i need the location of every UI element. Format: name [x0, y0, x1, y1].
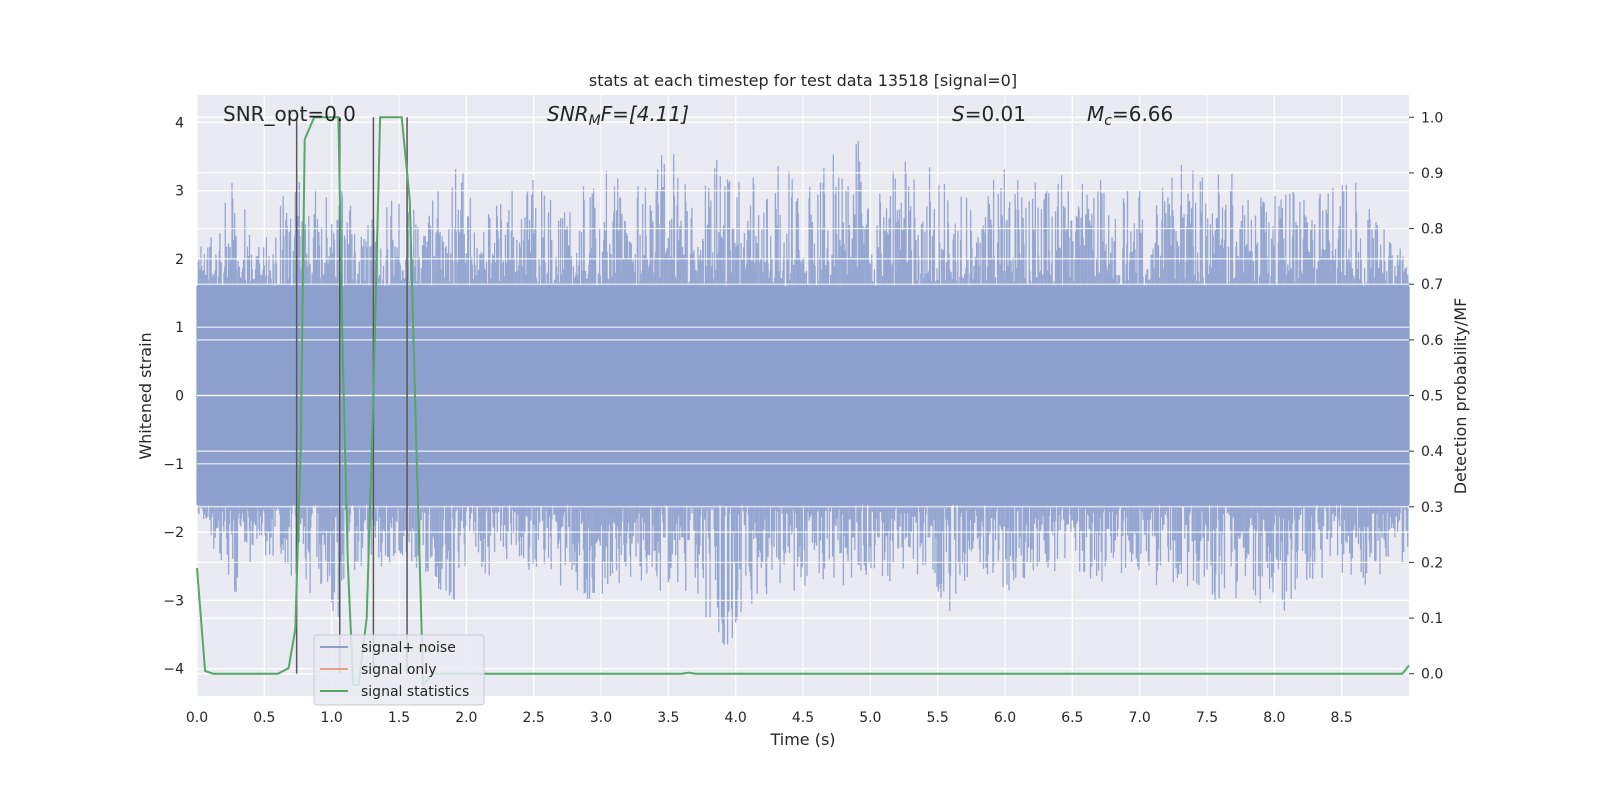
annotation-mc: Mc=6.66: [1087, 102, 1173, 129]
annotation-snr-mf: SNRMF=[4.11]: [547, 102, 689, 129]
y-tick-label-left: −4: [163, 662, 184, 678]
y-tick-label-left: 3: [175, 184, 184, 200]
legend-label-signal-noise: signal+ noise: [361, 640, 456, 656]
s-italic: S: [952, 102, 965, 126]
y-tick-label-right: 0.0: [1421, 667, 1443, 683]
mc-value: =6.66: [1112, 102, 1173, 126]
x-tick-label: 7.5: [1196, 710, 1218, 726]
x-tick-label: 3.0: [590, 710, 612, 726]
x-tick-label: 7.0: [1129, 710, 1151, 726]
y-tick-label-right: 0.3: [1421, 500, 1443, 516]
y-tick-label-left: 0: [175, 389, 184, 405]
snr-mf-rest: F=[4.11]: [601, 102, 689, 126]
y-tick-label-right: 0.7: [1421, 277, 1443, 293]
legend: signal+ noise signal only signal statist…: [313, 634, 485, 706]
y-tick-label-left: −2: [163, 525, 184, 541]
y-tick-label-right: 0.6: [1421, 333, 1443, 349]
legend-box: [313, 634, 485, 706]
x-tick-label: 0.5: [253, 710, 275, 726]
x-tick-label: 5.0: [859, 710, 881, 726]
snr-mf-sub: M: [589, 113, 601, 129]
snr-mf-base: SNR: [547, 102, 589, 126]
y-tick-label-left: −3: [163, 593, 184, 609]
x-tick-label: 2.0: [455, 710, 477, 726]
x-tick-label: 8.5: [1331, 710, 1353, 726]
y-tick-label-right: 0.2: [1421, 555, 1443, 571]
y-tick-label-right: 1.0: [1421, 110, 1443, 126]
y-tick-label-right: 0.5: [1421, 389, 1443, 405]
legend-label-signal-only: signal only: [361, 662, 436, 678]
x-tick-label: 8.0: [1263, 710, 1285, 726]
x-tick-label: 5.5: [927, 710, 949, 726]
x-tick-label: 6.0: [994, 710, 1016, 726]
chart-title: stats at each timestep for test data 135…: [589, 71, 1017, 90]
x-tick-label: 1.5: [388, 710, 410, 726]
annotation-snr-opt: SNR_opt=0.0: [223, 102, 356, 126]
y-tick-label-left: −1: [163, 457, 184, 473]
x-axis-label: Time (s): [769, 730, 835, 749]
y-tick-label-right: 0.1: [1421, 611, 1443, 627]
legend-label-signal-statistics: signal statistics: [361, 684, 469, 700]
x-tick-label: 4.0: [725, 710, 747, 726]
y-tick-label-right: 0.9: [1421, 166, 1443, 182]
x-tick-label: 4.5: [792, 710, 814, 726]
mc-sub: c: [1104, 113, 1112, 129]
x-tick-label: 1.0: [321, 710, 343, 726]
y-axis-label-left: Whitened strain: [136, 332, 155, 459]
x-tick-label: 0.0: [186, 710, 208, 726]
y-tick-label-right: 0.4: [1421, 444, 1443, 460]
y-tick-label-right: 0.8: [1421, 222, 1443, 238]
y-axis-label-right: Detection probability/MF: [1451, 298, 1470, 495]
x-tick-label: 2.5: [523, 710, 545, 726]
y-tick-label-left: 1: [175, 320, 184, 336]
axis-layer: 0.0 0.5 1.0 1.5 2.0 2.5 3.0 3.5 4.0 4.5 5.0 5.5 6.0 6…: [163, 110, 1443, 726]
x-tick-label: 3.5: [657, 710, 679, 726]
x-tick-label: 6.5: [1061, 710, 1083, 726]
s-value: =0.01: [965, 102, 1026, 126]
y-tick-label-left: 2: [175, 252, 184, 268]
mc-italic: M: [1087, 102, 1104, 126]
annotation-s: S=0.01: [952, 102, 1026, 126]
noise-layer: [196, 116, 1410, 675]
y-tick-label-left: 4: [175, 115, 184, 131]
